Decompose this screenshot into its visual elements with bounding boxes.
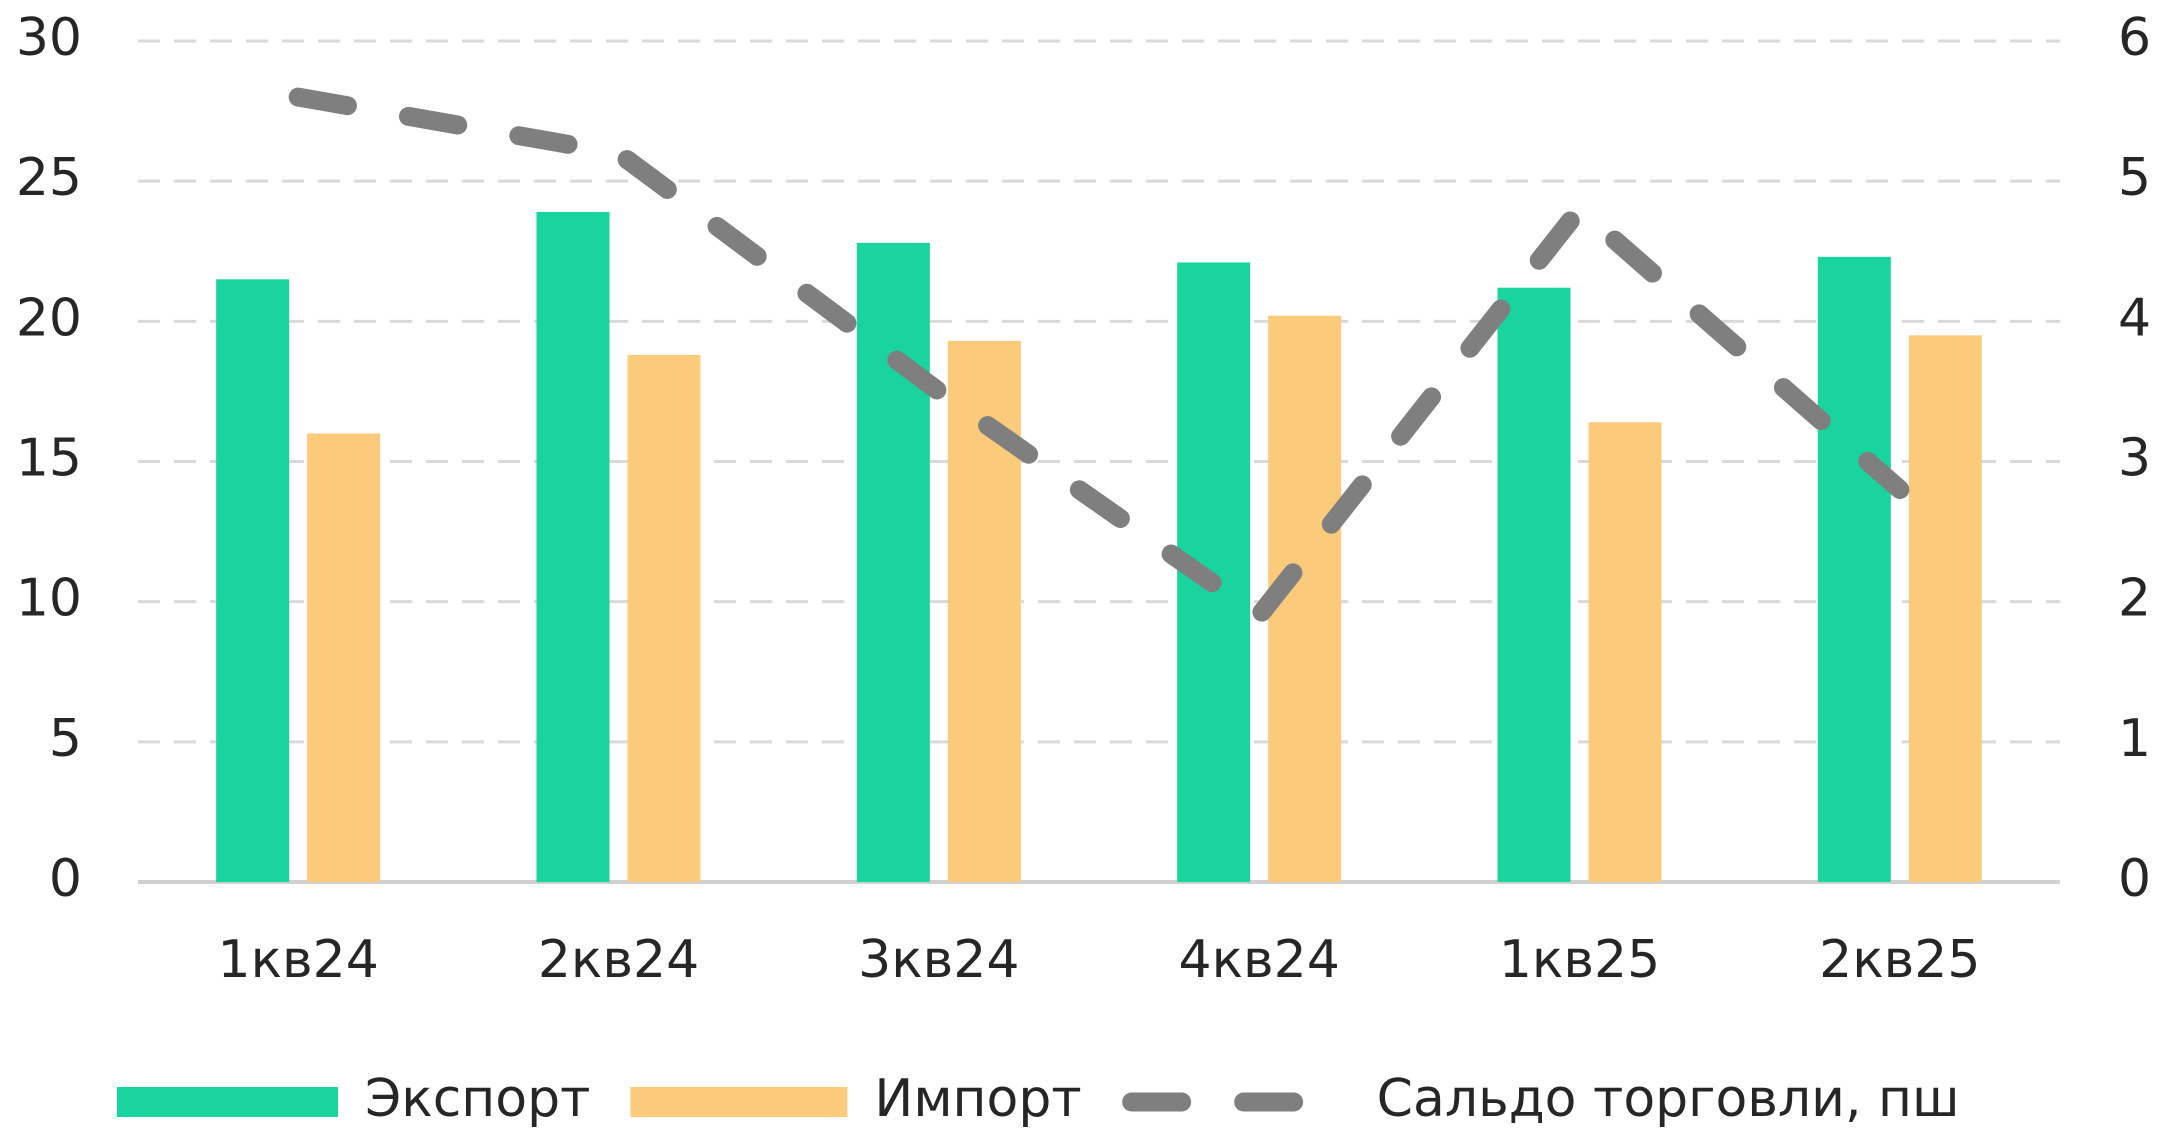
bar: [1908, 335, 1982, 883]
y2-tick-label: 3: [2118, 429, 2151, 489]
x-tick-label: 2кв25: [1819, 930, 1980, 990]
y2-tick-label: 4: [2118, 288, 2151, 348]
x-tick-label: 1кв24: [218, 930, 379, 990]
bar: [1497, 287, 1571, 882]
legend-label: Экспорт: [365, 1069, 590, 1129]
y-tick-label: 25: [16, 148, 82, 208]
y-tick-label: 30: [16, 8, 82, 68]
x-tick-label: 4кв24: [1179, 930, 1340, 990]
y-tick-label: 0: [49, 849, 82, 909]
y2-tick-label: 1: [2118, 709, 2151, 769]
bar: [856, 242, 930, 883]
y-tick-label: 5: [49, 709, 82, 769]
legend-label: Сальдо торговли, пш: [1377, 1069, 1960, 1129]
y-tick-label: 20: [16, 288, 82, 348]
x-tick-label: 3кв24: [858, 930, 1019, 990]
bar: [216, 279, 290, 882]
x-tick-label: 1кв25: [1499, 930, 1660, 990]
y2-tick-label: 5: [2118, 148, 2151, 208]
y-tick-label: 15: [16, 429, 82, 489]
y2-tick-label: 2: [2118, 569, 2151, 629]
legend-swatch: [117, 1087, 338, 1117]
y2-tick-label: 6: [2118, 8, 2151, 68]
legend-swatch: [630, 1087, 848, 1117]
x-tick-label: 2кв24: [538, 930, 699, 990]
legend-label: Импорт: [874, 1069, 1081, 1129]
bar: [307, 433, 381, 882]
line: [288, 87, 1910, 629]
bar: [1817, 256, 1891, 882]
bar: [627, 354, 701, 882]
y-tick-label: 10: [16, 569, 82, 629]
bar: [1588, 422, 1662, 882]
y2-tick-label: 0: [2118, 849, 2151, 909]
bar: [536, 212, 610, 883]
